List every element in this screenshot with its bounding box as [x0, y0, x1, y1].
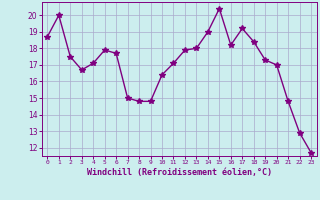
X-axis label: Windchill (Refroidissement éolien,°C): Windchill (Refroidissement éolien,°C) — [87, 168, 272, 177]
